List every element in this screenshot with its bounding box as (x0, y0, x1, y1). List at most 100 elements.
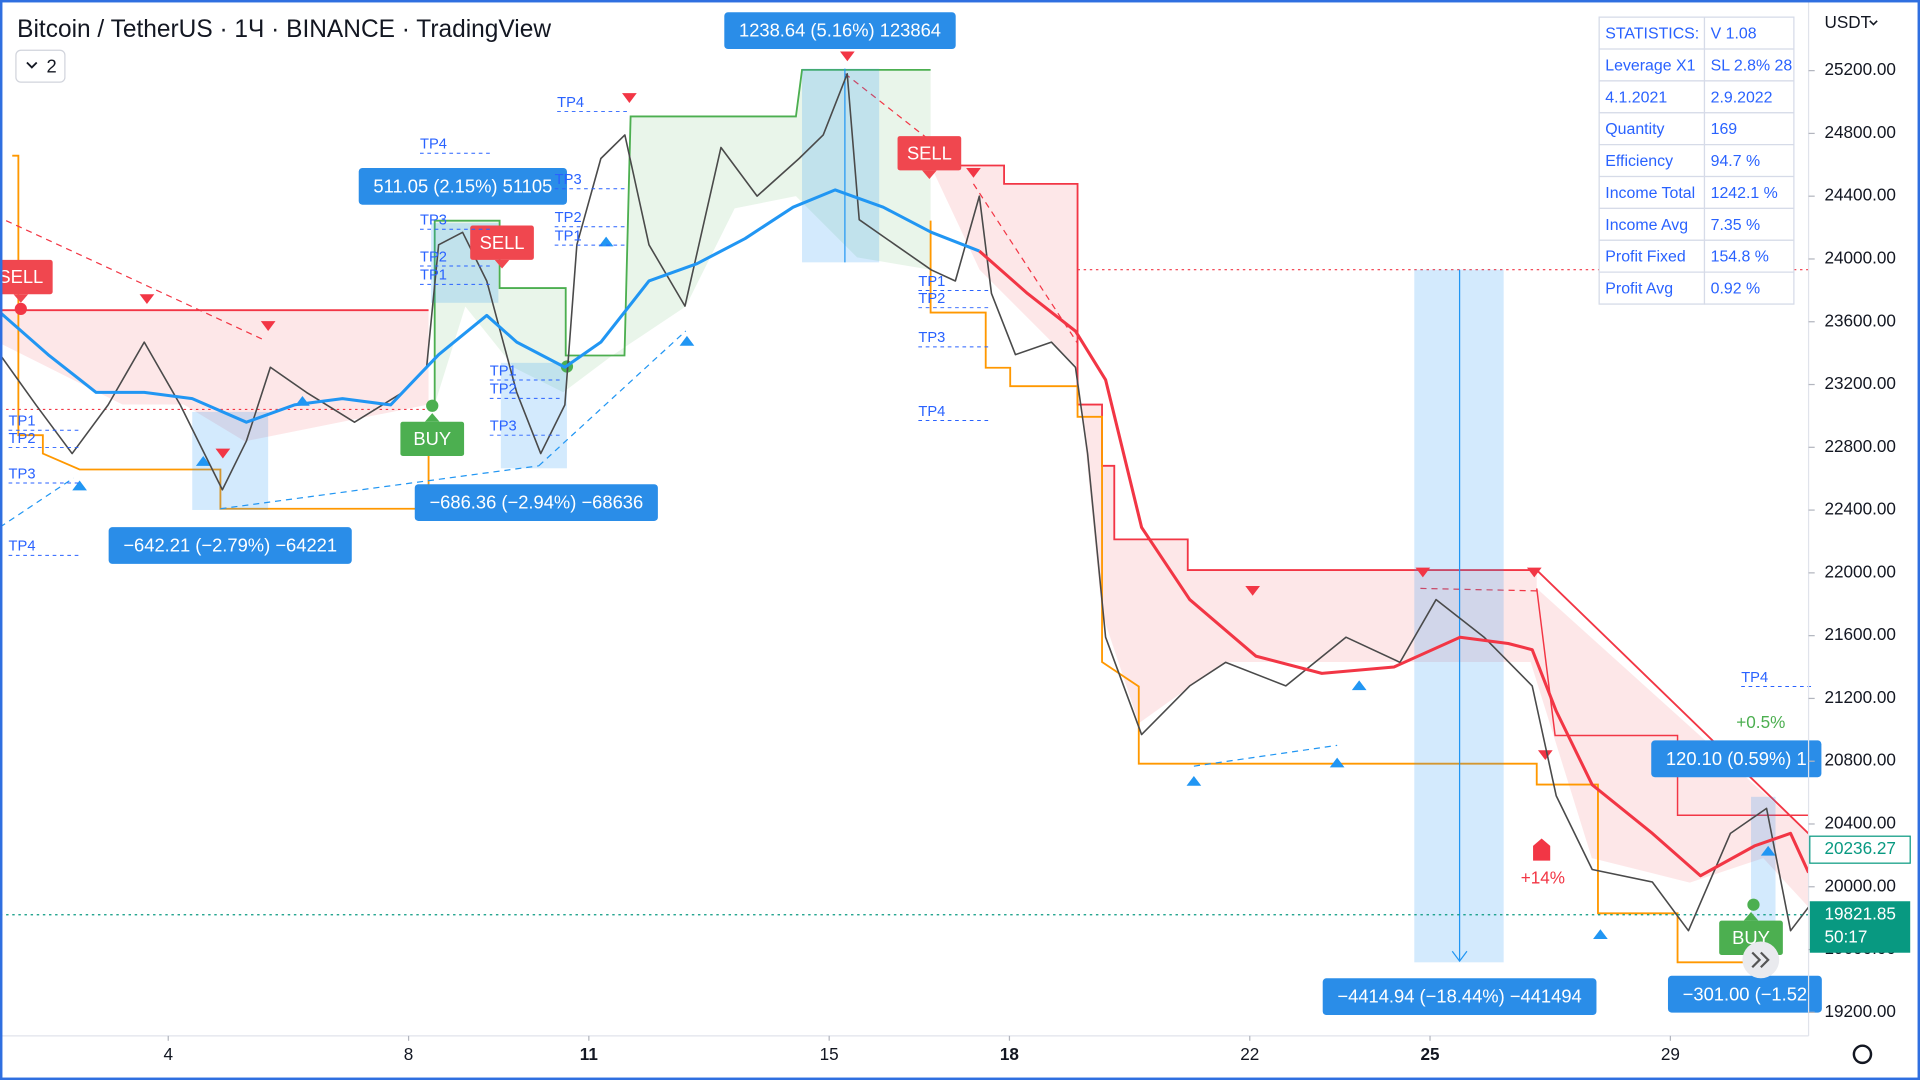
y-tick-label: 23200.00 (1824, 373, 1895, 393)
price-tag (1809, 901, 1911, 953)
y-tick-label: 25200.00 (1824, 59, 1895, 79)
trade-label: −686.36 (−2.94%) −68636 (414, 484, 658, 521)
stats-cell-text: 169 (1711, 121, 1738, 138)
sell-markers (139, 51, 1553, 761)
trade-label-text: −686.36 (−2.94%) −68636 (429, 492, 643, 513)
stop-line (929, 220, 1752, 964)
trade-label-text: −642.21 (−2.79%) −64221 (123, 535, 337, 556)
tp-label: TP1 (555, 228, 582, 244)
x-tick-label: 25 (1420, 1044, 1440, 1064)
trade-label-box (1651, 740, 1822, 778)
stats-cell (1703, 48, 1795, 82)
trade-label-text: 511.05 (2.15%) 51105 (373, 175, 552, 196)
price-tag-label: 19821.85 (1824, 903, 1895, 923)
trade-label-text: 120.10 (0.59%) 1 (1666, 748, 1807, 769)
trend-line (972, 183, 1079, 344)
y-tick-label: 21200.00 (1824, 687, 1895, 707)
stats-cell-text: 7.35 % (1711, 217, 1761, 234)
tp-label: TP4 (918, 404, 945, 420)
trade-label: −642.21 (−2.79%) −64221 (108, 527, 352, 564)
tp-label: TP3 (918, 330, 945, 346)
stats-cell (1703, 239, 1795, 273)
stats-cell-text: Profit Fixed (1605, 249, 1685, 266)
interval-button-label: 2 (47, 55, 57, 76)
signal-box (470, 225, 534, 260)
signal-label: BUY (413, 428, 451, 449)
interval-button[interactable] (15, 49, 66, 83)
trend-line (5, 220, 264, 341)
tp-label: TP3 (555, 172, 582, 188)
zone-fill (0, 310, 429, 442)
stats-cell-text: Income Total (1605, 185, 1695, 202)
tp-label: TP4 (9, 539, 36, 555)
tp-label: TP2 (918, 291, 945, 307)
tp-label: TP2 (9, 431, 36, 447)
tp-label: TP4 (1741, 670, 1768, 686)
drawings (0, 51, 1809, 964)
stats-cell-text: 1242.1 % (1711, 185, 1778, 202)
trade-label-box (108, 527, 352, 564)
moving-average (978, 249, 1809, 878)
signal-label: SELL (480, 232, 525, 253)
signal-label: SELL (907, 142, 952, 163)
stats-cell (1703, 112, 1795, 146)
measure-arrow (1451, 950, 1468, 963)
trade-label-text: −4414.94 (−18.44%) −441494 (1337, 986, 1581, 1007)
trade-label-text: 1238.64 (5.16%) 123864 (739, 20, 941, 41)
signal-pointer (1743, 912, 1759, 921)
currency-label[interactable]: USDT (1824, 12, 1871, 32)
trend-line (1420, 587, 1537, 592)
stats-cell (1703, 80, 1795, 114)
tp-label: TP1 (420, 268, 447, 284)
x-tick-label: 15 (820, 1044, 839, 1064)
signal-pointer (494, 259, 510, 269)
trade-label-box (1322, 978, 1597, 1016)
stats-cell-text: Leverage X1 (1605, 57, 1695, 74)
trade-label-text: −301.00 (−1.52 (1683, 983, 1807, 1004)
settings-icon[interactable] (1852, 1044, 1873, 1065)
x-tick-label: 8 (404, 1044, 414, 1064)
stats-cell-text: 154.8 % (1711, 249, 1769, 266)
trade-label: −301.00 (−1.52 (1667, 975, 1822, 1013)
y-tick-label: 20000.00 (1824, 875, 1895, 895)
stats-cell (1598, 175, 1706, 210)
trade-label: 511.05 (2.15%) 51105 (358, 167, 567, 205)
stats-cell-text: Profit Avg (1605, 281, 1673, 298)
signal-box (0, 259, 53, 295)
y-tick-label: 22800.00 (1824, 436, 1895, 456)
stats-cell-text: STATISTICS: (1605, 26, 1699, 43)
price-tag-label: 20236.27 (1824, 838, 1895, 858)
y-tick-label: 19200.00 (1824, 1001, 1895, 1021)
zone-fill (434, 69, 931, 405)
y-tick-label: 20800.00 (1824, 750, 1895, 770)
tp-label: TP2 (555, 210, 582, 226)
moving-average (0, 188, 980, 424)
stats-cell (1703, 144, 1795, 178)
trend-line (1193, 744, 1338, 767)
stats-cell (1598, 271, 1706, 305)
stats-cell-text: 4.1.2021 (1605, 89, 1667, 106)
scroll-icon (1751, 951, 1770, 968)
zone-fill (930, 165, 1809, 908)
stats-cell-text: 0.92 % (1711, 281, 1761, 298)
trailing-stop (1536, 588, 1809, 816)
signal-box (400, 421, 465, 457)
tp-label: TP4 (557, 95, 584, 111)
stats-cell (1703, 207, 1795, 241)
countdown-label: 50:17 (1824, 927, 1867, 947)
trend-line (844, 73, 931, 142)
trend-line (220, 465, 539, 510)
trade-label: 120.10 (0.59%) 1 (1651, 740, 1822, 778)
stats-cell-text: 94.7 % (1711, 153, 1761, 170)
tp-label: TP1 (9, 414, 36, 430)
signal-dot (1747, 898, 1760, 911)
x-tick-label: 29 (1661, 1044, 1680, 1064)
chart-title: Bitcoin / TetherUS · 1Ч · BINANCE · Trad… (17, 16, 551, 43)
tp-label: TP3 (490, 418, 517, 434)
chevron-icon (1869, 20, 1878, 26)
stats-cell (1598, 144, 1706, 178)
tp-label: TP1 (490, 363, 517, 379)
